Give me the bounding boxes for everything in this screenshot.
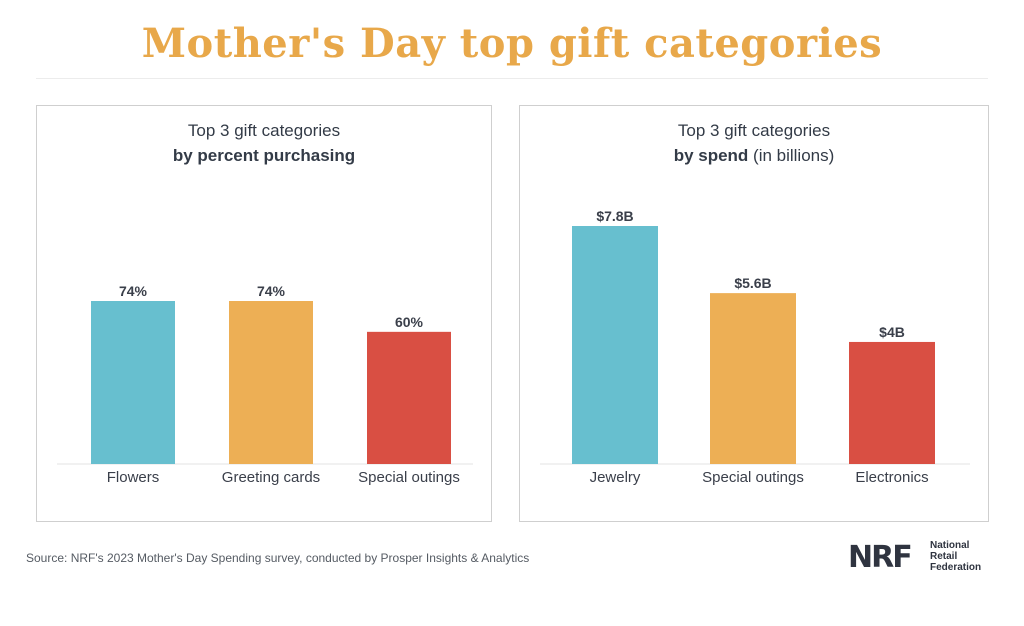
spend-bar-chart: $7.8B Jewelry $5.6B Special outings $4B Elect… [540, 208, 970, 486]
chart-title-line2: by spend (in billions) [520, 146, 988, 166]
data-label: $4B [879, 324, 905, 340]
chart-title-line1: Top 3 gift categories [677, 121, 831, 140]
chart-panel-spend: Top 3 gift categories by spend (in billi… [519, 105, 989, 522]
category-label: Electronics [855, 469, 928, 486]
nrf-logo-line2: Retail [930, 551, 958, 562]
data-label: $5.6B [734, 275, 771, 291]
bar [367, 331, 451, 464]
data-label: 60% [395, 314, 424, 330]
bar [572, 226, 658, 464]
chart-title-line1: Top 3 gift categories [187, 121, 341, 140]
category-label: Flowers [107, 469, 160, 486]
nrf-logo-name: National Retail Federation [930, 540, 981, 573]
nrf-logo-mark: NRF [848, 540, 913, 575]
data-label: 74% [119, 283, 148, 299]
bar [229, 301, 313, 464]
category-label: Special outings [702, 469, 804, 486]
chart-title-line2: by percent purchasing [37, 146, 491, 166]
data-label: $7.8B [596, 208, 633, 224]
percent-bar-chart: 74% Flowers 74% Greeting cards 60% Special ou… [57, 283, 473, 486]
source-note: Source: NRF's 2023 Mother's Day Spending… [26, 551, 530, 565]
nrf-logo-line3: Federation [930, 562, 982, 573]
chart-title-bold: by spend [673, 146, 749, 165]
data-label: 74% [257, 283, 286, 299]
category-label: Jewelry [590, 469, 641, 486]
nrf-logo-line1: National [930, 540, 970, 551]
bar [849, 341, 935, 464]
chart-panel-percent: Top 3 gift categories by percent purchas… [36, 105, 492, 522]
category-label: Greeting cards [222, 469, 320, 486]
category-label: Special outings [358, 469, 460, 486]
title-divider [36, 78, 988, 79]
nrf-logo: NRF National Retail Federation [848, 538, 998, 578]
bar [710, 293, 796, 464]
bar [91, 301, 175, 464]
chart-title-bold: by percent purchasing [172, 146, 356, 165]
page-title: Mother's Day top gift categories [141, 20, 883, 67]
chart-title-suffix: (in billions) [748, 146, 835, 165]
